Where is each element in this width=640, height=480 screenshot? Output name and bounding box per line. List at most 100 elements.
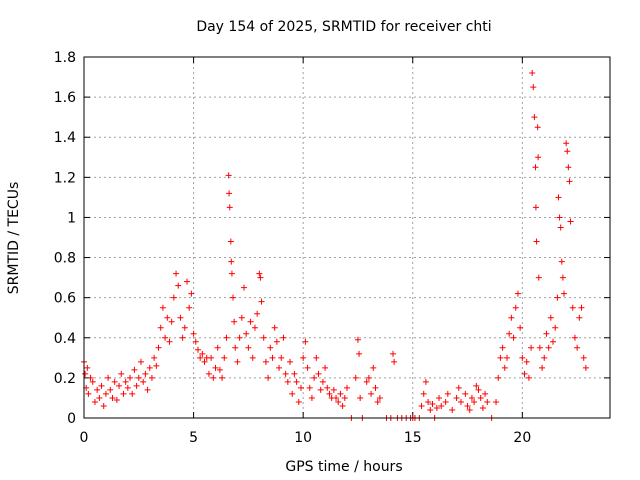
data-point bbox=[129, 390, 136, 397]
data-point bbox=[532, 204, 539, 211]
data-point bbox=[508, 314, 515, 321]
data-point bbox=[569, 304, 576, 311]
data-point bbox=[471, 398, 478, 405]
y-axis-label: SRMTID / TECUs bbox=[6, 182, 22, 295]
data-point bbox=[370, 364, 377, 371]
data-point bbox=[533, 238, 540, 245]
data-point bbox=[289, 390, 296, 397]
data-point bbox=[181, 324, 188, 331]
data-point bbox=[557, 224, 564, 231]
data-point bbox=[236, 334, 243, 341]
data-point bbox=[357, 394, 364, 401]
data-point bbox=[287, 358, 294, 365]
data-point bbox=[205, 370, 212, 377]
data-point bbox=[330, 386, 337, 393]
data-point bbox=[313, 354, 320, 361]
data-point bbox=[269, 354, 276, 361]
data-point bbox=[501, 364, 508, 371]
data-point bbox=[107, 386, 114, 393]
data-point bbox=[306, 384, 313, 391]
data-point bbox=[436, 394, 443, 401]
data-point bbox=[427, 406, 434, 413]
x-tick-label: 0 bbox=[80, 430, 89, 446]
data-point bbox=[477, 394, 484, 401]
data-point bbox=[563, 140, 570, 147]
data-point bbox=[374, 398, 381, 405]
data-point bbox=[315, 370, 322, 377]
data-point bbox=[475, 386, 482, 393]
data-point bbox=[365, 374, 372, 381]
data-point bbox=[175, 282, 182, 289]
data-point bbox=[555, 194, 562, 201]
data-point bbox=[352, 374, 359, 381]
x-tick-label: 10 bbox=[294, 430, 312, 446]
axis-ticks: 0 0.2 0.4 0.6 0.8 1 1.2 1.4 1.6 1.8 0 5 10 15 20 bbox=[54, 50, 610, 446]
data-point bbox=[552, 324, 559, 331]
data-point bbox=[425, 398, 432, 405]
data-point bbox=[254, 310, 261, 317]
chart-title: Day 154 of 2025, SRMTID for receiver cht… bbox=[196, 19, 491, 35]
data-point bbox=[376, 394, 383, 401]
data-point bbox=[422, 378, 429, 385]
data-point bbox=[514, 290, 521, 297]
y-tick-label: 0.8 bbox=[54, 251, 76, 267]
data-point bbox=[87, 374, 94, 381]
data-point bbox=[293, 378, 300, 385]
data-point bbox=[418, 402, 425, 409]
data-point bbox=[140, 378, 147, 385]
data-point bbox=[322, 364, 329, 371]
y-tick-label: 1.4 bbox=[54, 130, 76, 146]
data-point bbox=[545, 344, 552, 351]
data-point bbox=[556, 214, 563, 221]
data-point bbox=[420, 390, 427, 397]
data-point bbox=[192, 338, 199, 345]
data-point bbox=[157, 324, 164, 331]
data-point bbox=[529, 70, 536, 77]
data-point bbox=[91, 398, 98, 405]
data-point bbox=[567, 218, 574, 225]
data-point bbox=[497, 354, 504, 361]
data-point bbox=[442, 398, 449, 405]
data-point bbox=[291, 370, 298, 377]
data-point bbox=[186, 304, 193, 311]
data-point bbox=[311, 374, 318, 381]
plot-frame bbox=[83, 56, 611, 419]
data-point bbox=[89, 378, 96, 385]
x-tick-label: 5 bbox=[189, 430, 198, 446]
data-point bbox=[228, 258, 235, 265]
data-point bbox=[170, 294, 177, 301]
data-point bbox=[530, 84, 537, 91]
data-point bbox=[127, 374, 134, 381]
data-point bbox=[528, 344, 535, 351]
data-point bbox=[197, 354, 204, 361]
data-point bbox=[168, 318, 175, 325]
y-tick-label: 0.4 bbox=[54, 331, 76, 347]
data-point bbox=[212, 364, 219, 371]
data-point bbox=[113, 396, 120, 403]
data-point bbox=[565, 164, 572, 171]
data-point bbox=[232, 344, 239, 351]
data-point bbox=[302, 338, 309, 345]
data-point bbox=[256, 270, 263, 277]
data-point bbox=[333, 394, 340, 401]
data-point bbox=[341, 394, 348, 401]
data-point bbox=[258, 298, 265, 305]
data-point bbox=[238, 314, 245, 321]
data-point bbox=[257, 274, 264, 281]
data-point bbox=[135, 374, 142, 381]
data-point bbox=[300, 354, 307, 361]
data-point bbox=[219, 374, 226, 381]
data-point bbox=[278, 354, 285, 361]
data-point bbox=[221, 354, 228, 361]
data-point bbox=[82, 370, 89, 377]
data-point bbox=[118, 370, 125, 377]
data-point bbox=[267, 344, 274, 351]
data-point bbox=[240, 284, 247, 291]
data-point bbox=[582, 364, 589, 371]
data-point bbox=[532, 164, 539, 171]
data-point bbox=[214, 344, 221, 351]
data-point bbox=[444, 390, 451, 397]
data-point bbox=[326, 390, 333, 397]
data-point bbox=[124, 384, 131, 391]
data-point bbox=[558, 258, 565, 265]
